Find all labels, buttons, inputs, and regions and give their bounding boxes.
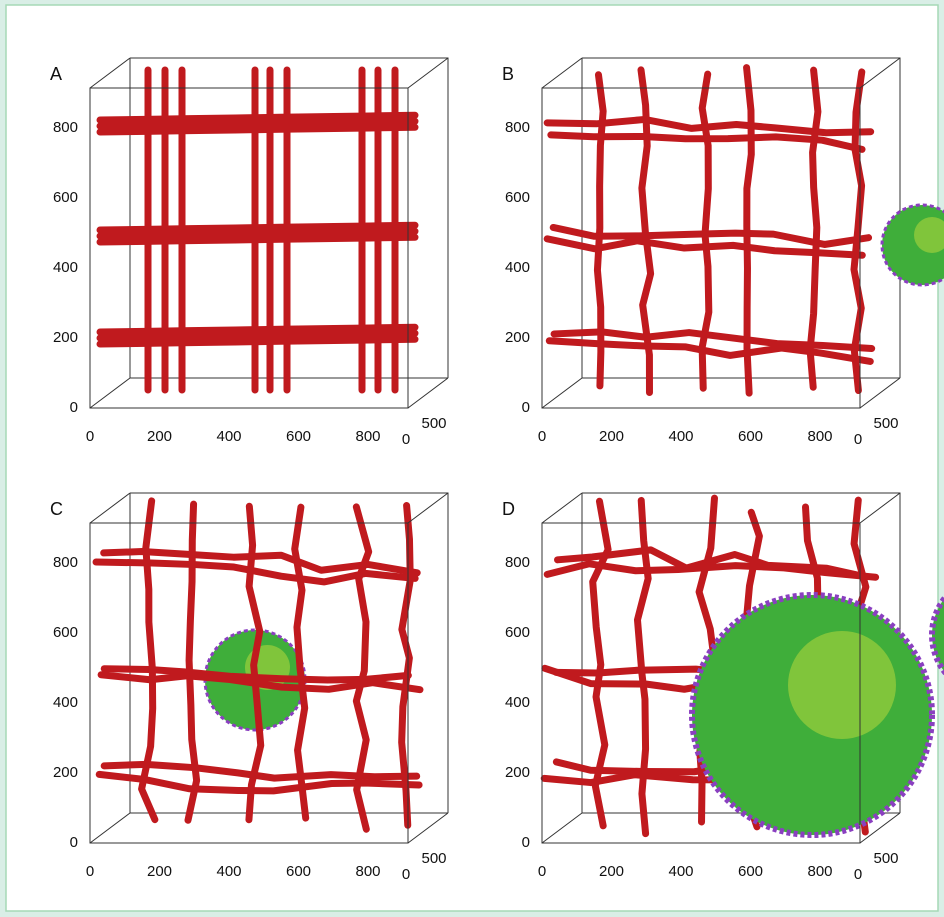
x-tick-label: 400 <box>216 428 241 445</box>
y-tick-label: 0 <box>522 399 530 416</box>
figure: A 0 200 400 600 800 0 200 400 600 800 0 500 B 0 200 400 6… <box>0 0 944 917</box>
x-tick-label: 800 <box>355 428 380 445</box>
y-tick-label: 200 <box>53 329 78 346</box>
x-tick-label: 200 <box>599 863 624 880</box>
y-tick-label: 200 <box>505 329 530 346</box>
y-tick-label: 400 <box>53 694 78 711</box>
panel-label: C <box>50 499 63 519</box>
z-tick-label: 0 <box>854 866 862 883</box>
y-tick-label: 400 <box>53 259 78 276</box>
x-tick-label: 400 <box>668 863 693 880</box>
z-tick-label: 0 <box>402 866 410 883</box>
x-tick-label: 200 <box>599 428 624 445</box>
x-tick-label: 600 <box>286 863 311 880</box>
z-tick-label: 500 <box>873 850 898 867</box>
y-tick-label: 400 <box>505 259 530 276</box>
y-tick-label: 200 <box>505 764 530 781</box>
x-tick-label: 800 <box>807 428 832 445</box>
x-tick-label: 0 <box>538 863 546 880</box>
x-tick-label: 600 <box>738 428 763 445</box>
z-tick-label: 0 <box>402 431 410 448</box>
y-tick-label: 600 <box>505 624 530 641</box>
page: {"panels": [ {"label": "A", "yticks": ["… <box>0 0 944 917</box>
vessel <box>100 339 415 344</box>
x-tick-label: 0 <box>86 428 94 445</box>
y-tick-label: 0 <box>522 834 530 851</box>
y-tick-label: 600 <box>53 624 78 641</box>
x-tick-label: 200 <box>147 428 172 445</box>
panel-label: A <box>50 64 62 84</box>
x-tick-label: 400 <box>216 863 241 880</box>
vessel <box>100 237 415 242</box>
y-tick-label: 800 <box>53 554 78 571</box>
x-tick-label: 0 <box>86 863 94 880</box>
y-tick-label: 800 <box>53 119 78 136</box>
z-tick-label: 500 <box>421 415 446 432</box>
z-tick-label: 0 <box>854 431 862 448</box>
y-tick-label: 800 <box>505 119 530 136</box>
cell-sphere-highlight <box>788 631 896 739</box>
x-tick-label: 600 <box>286 428 311 445</box>
x-tick-label: 800 <box>807 863 832 880</box>
y-tick-label: 800 <box>505 554 530 571</box>
panel-label: D <box>502 499 515 519</box>
y-tick-label: 200 <box>53 764 78 781</box>
y-tick-label: 400 <box>505 694 530 711</box>
z-tick-label: 500 <box>873 415 898 432</box>
x-tick-label: 400 <box>668 428 693 445</box>
y-tick-label: 0 <box>70 399 78 416</box>
z-tick-label: 500 <box>421 850 446 867</box>
x-tick-label: 0 <box>538 428 546 445</box>
panel-label: B <box>502 64 514 84</box>
x-tick-label: 200 <box>147 863 172 880</box>
y-tick-label: 600 <box>53 189 78 206</box>
x-tick-label: 600 <box>738 863 763 880</box>
y-tick-label: 600 <box>505 189 530 206</box>
vessel <box>100 127 415 132</box>
y-tick-label: 0 <box>70 834 78 851</box>
x-tick-label: 800 <box>355 863 380 880</box>
